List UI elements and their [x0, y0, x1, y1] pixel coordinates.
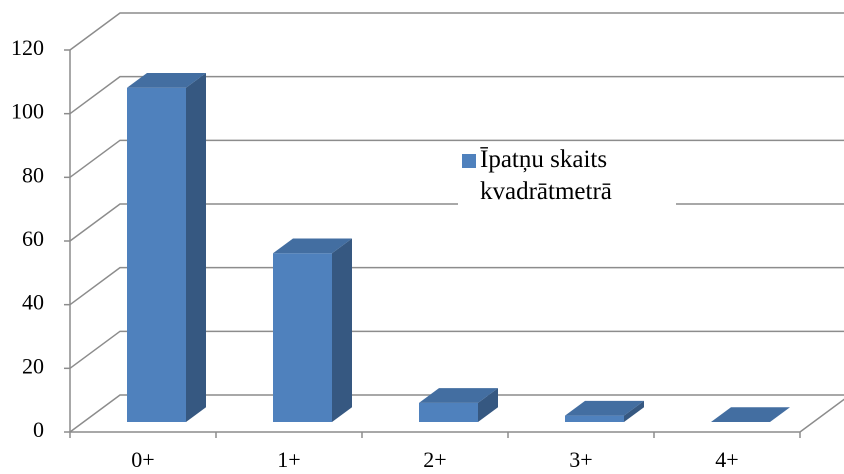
- bar-front: [273, 253, 332, 423]
- y-tick-label: 0: [33, 417, 44, 442]
- bar-front: [127, 87, 186, 423]
- x-tick-label: 3+: [569, 447, 592, 472]
- legend-swatch: [462, 154, 476, 168]
- bar-side: [332, 238, 352, 423]
- y-tick-label: 40: [22, 290, 44, 315]
- y-tick-label: 100: [11, 99, 44, 124]
- y-tick-label: 20: [22, 353, 44, 378]
- y-tick-label: 120: [11, 35, 44, 60]
- bar-top: [419, 388, 498, 403]
- bar-side: [186, 72, 206, 423]
- bar-side: [478, 388, 498, 423]
- bar-top: [127, 72, 206, 88]
- grid-line: [69, 139, 844, 178]
- grid-line: [69, 394, 844, 433]
- legend-label: Īpatņu skaits kvadrātmetrā: [480, 146, 612, 205]
- x-tick-label: 2+: [423, 447, 446, 472]
- bar-top: [711, 407, 790, 423]
- y-tick-label: 80: [22, 162, 44, 187]
- bar-top: [273, 238, 352, 254]
- grid-line: [69, 75, 844, 115]
- bar-side: [624, 400, 644, 423]
- x-tick-label: 4+: [715, 447, 738, 472]
- grid-line: [69, 330, 844, 369]
- bar-front: [565, 415, 624, 423]
- x-tick-label: 1+: [277, 447, 300, 472]
- bar-top: [565, 400, 644, 416]
- y-tick-label: 60: [22, 226, 44, 251]
- legend: Īpatņu skaits kvadrātmetrā: [458, 142, 676, 210]
- bar-front: [419, 402, 478, 423]
- x-tick-label: 0+: [131, 447, 154, 472]
- grid-line: [69, 266, 844, 306]
- grid-line: [69, 12, 844, 51]
